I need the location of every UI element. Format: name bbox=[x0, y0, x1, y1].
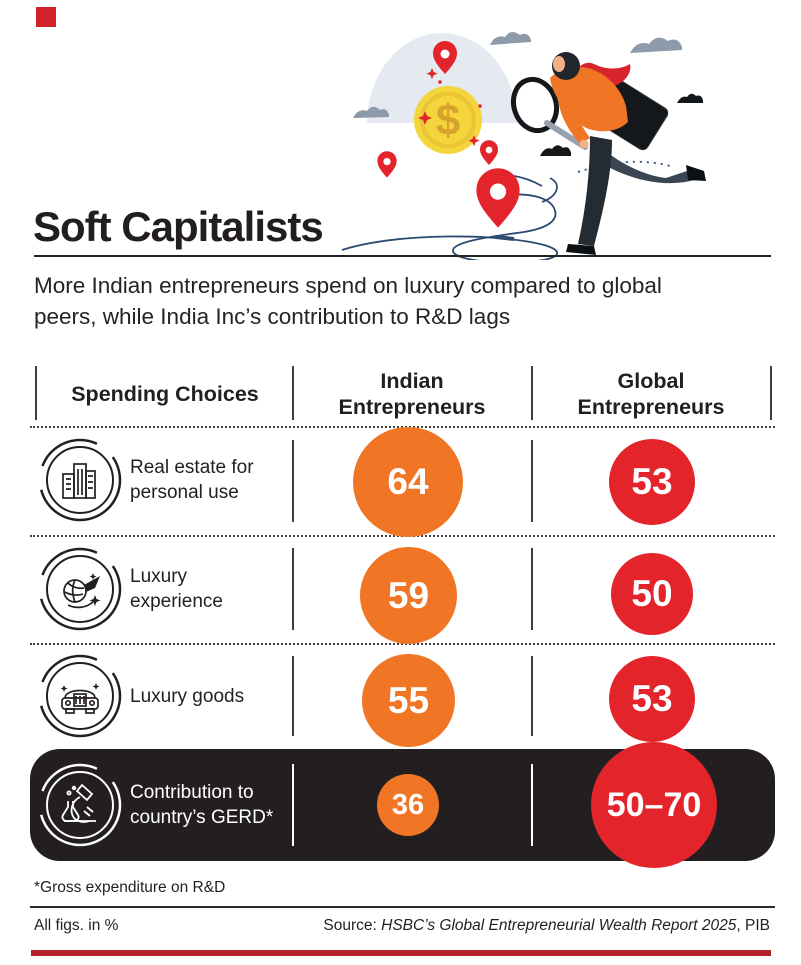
row-label-luxury-experience: Luxury experience bbox=[130, 566, 223, 612]
man-magnifier-illustration: $ bbox=[341, 31, 706, 260]
row-label-luxury-goods: Luxury goods bbox=[130, 685, 245, 707]
value-bubble-global-luxury-experience: 50 bbox=[611, 553, 693, 635]
column-divider bbox=[292, 656, 294, 736]
dark-bush bbox=[540, 93, 703, 156]
column-divider bbox=[292, 764, 294, 846]
source-prefix: Source: bbox=[323, 917, 382, 934]
row-separator bbox=[30, 643, 775, 645]
subtitle-line1: More Indian entrepreneurs spend on luxur… bbox=[34, 273, 662, 298]
value-bubble-indian-real-estate: 64 bbox=[353, 427, 463, 537]
subtitle-line2: peers, while India Inc’s contribution to… bbox=[34, 304, 511, 329]
source-line: Source: HSBC’s Global Entrepreneurial We… bbox=[323, 917, 770, 935]
table-edge-right bbox=[770, 366, 772, 420]
svg-text:$: $ bbox=[436, 96, 460, 145]
cloud bbox=[353, 31, 682, 118]
footer-divider bbox=[30, 906, 775, 908]
sparkles bbox=[418, 68, 482, 147]
column-header-spending-choices: Spending Choices bbox=[71, 382, 259, 406]
source-report-name: HSBC’s Global Entrepreneurial Wealth Rep… bbox=[381, 917, 737, 934]
column-header-indian: Indian Entrepreneurs bbox=[338, 369, 486, 419]
column-divider bbox=[292, 366, 294, 420]
value-bubble-global-luxury-goods: 53 bbox=[609, 656, 695, 742]
buildings-icon bbox=[38, 438, 122, 522]
column-divider bbox=[531, 656, 533, 736]
title-divider bbox=[34, 255, 771, 257]
magnifying-glass-icon bbox=[510, 76, 560, 134]
table-edge-left bbox=[35, 366, 37, 420]
column-divider bbox=[531, 440, 533, 522]
value-bubble-indian-luxury-experience: 59 bbox=[360, 547, 457, 644]
column-header-global: Global Entrepreneurs bbox=[577, 369, 725, 419]
column-divider bbox=[531, 366, 533, 420]
value-bubble-indian-gerd: 36 bbox=[377, 774, 439, 836]
running-man bbox=[510, 52, 706, 255]
row-label-gerd: Contribution to country’s GERD* bbox=[130, 782, 274, 828]
footnote-gerd: *Gross expenditure on R&D bbox=[34, 879, 226, 896]
column-divider bbox=[292, 548, 294, 630]
dollar-coin: $ bbox=[414, 86, 482, 154]
column-divider bbox=[292, 440, 294, 522]
row-label-real-estate: Real estate for personal use bbox=[130, 457, 254, 503]
bottom-red-rule bbox=[31, 950, 771, 956]
column-divider bbox=[531, 548, 533, 630]
location-pin bbox=[377, 41, 520, 228]
source-suffix: , PIB bbox=[736, 917, 770, 934]
value-bubble-global-gerd: 50–70 bbox=[591, 742, 717, 868]
subtitle: More Indian entrepreneurs spend on luxur… bbox=[34, 270, 662, 332]
brand-red-square bbox=[36, 7, 56, 27]
dome-background bbox=[367, 33, 517, 123]
value-bubble-global-real-estate: 53 bbox=[609, 439, 695, 525]
column-divider bbox=[531, 764, 533, 846]
page-title: Soft Capitalists bbox=[33, 203, 324, 250]
globe-plane-icon bbox=[38, 547, 122, 631]
value-bubble-indian-luxury-goods: 55 bbox=[362, 654, 455, 747]
microscope-icon bbox=[38, 763, 122, 847]
car-icon bbox=[38, 654, 122, 738]
figures-unit-note: All figs. in % bbox=[34, 917, 119, 934]
